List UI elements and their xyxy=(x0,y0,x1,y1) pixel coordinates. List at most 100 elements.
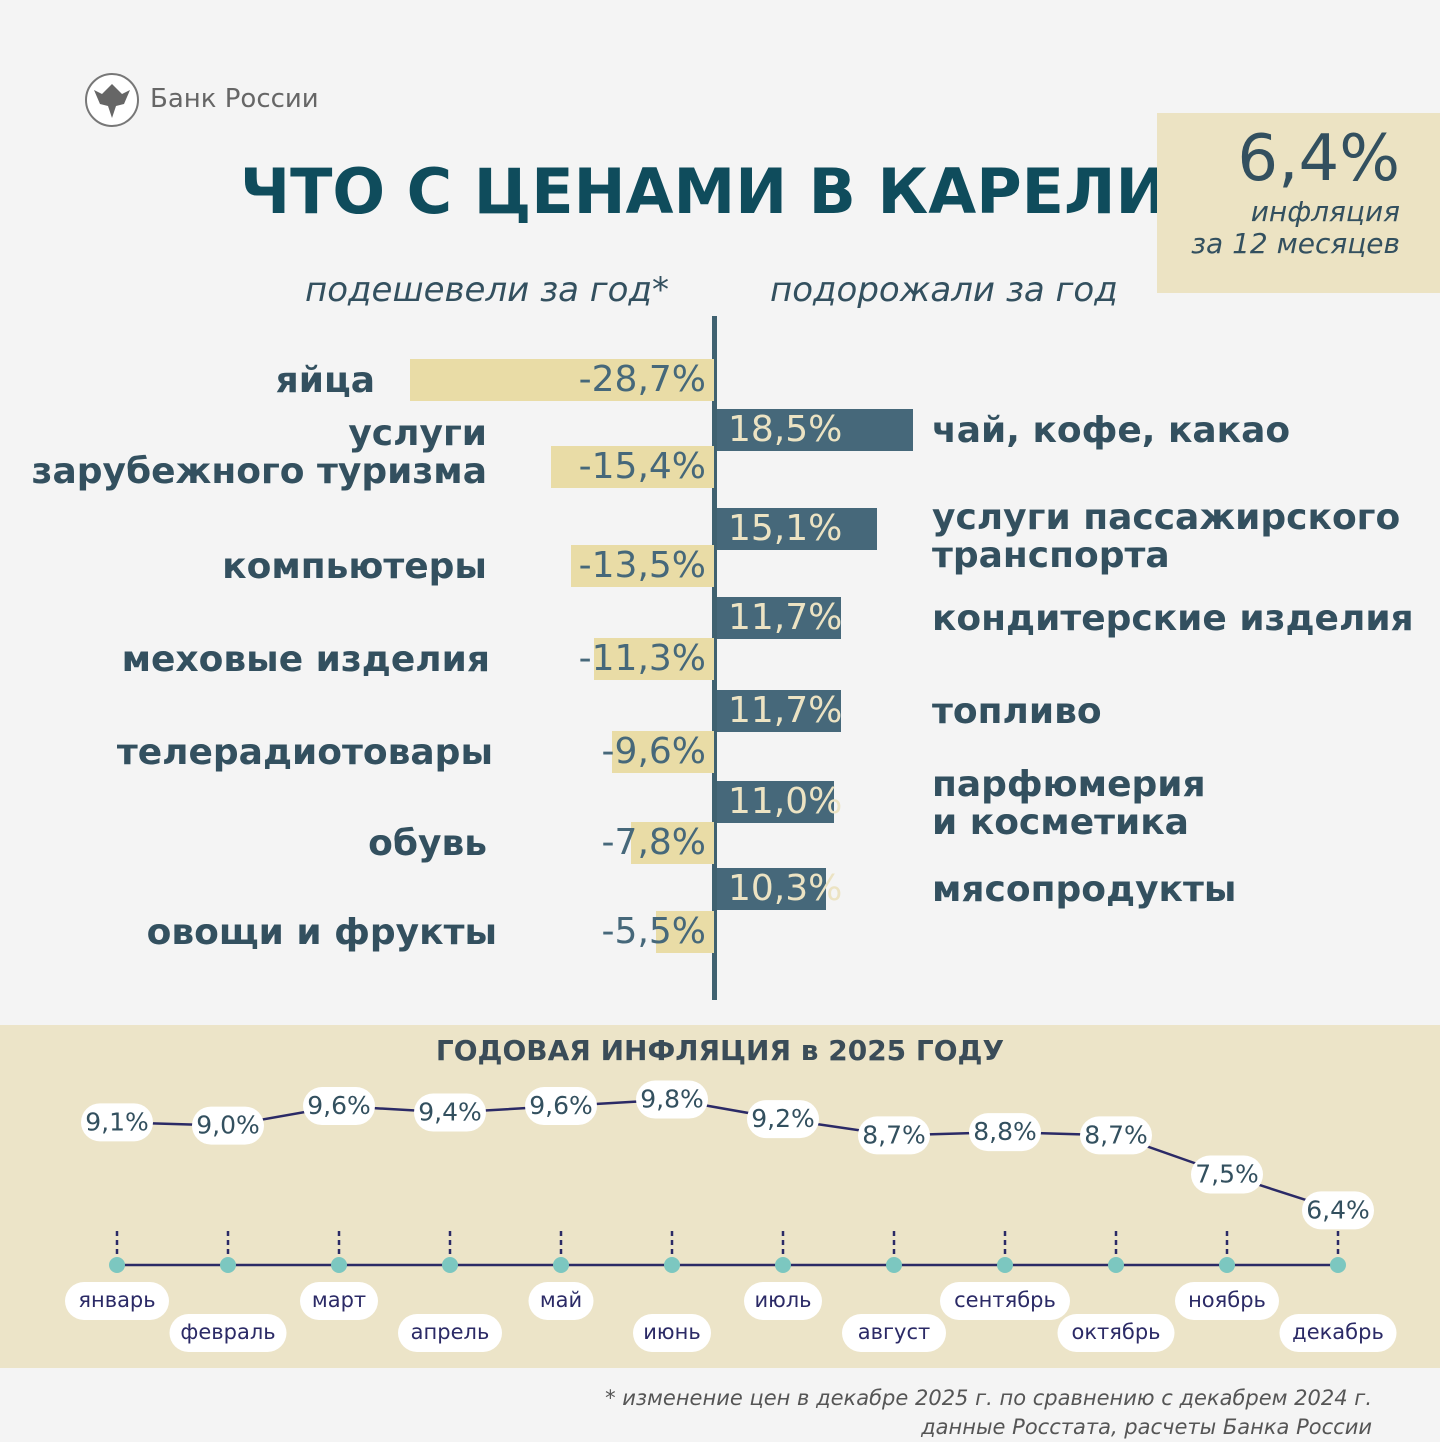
value-label: -9,6% xyxy=(601,731,706,772)
value-label: 11,0% xyxy=(728,781,843,822)
category-label: кондитерские изделия xyxy=(932,598,1414,639)
label-pill xyxy=(858,1116,930,1155)
category-label: компьютеры xyxy=(222,546,487,587)
month-label: март xyxy=(312,1288,366,1312)
category-label: парфюмерия и косметика xyxy=(932,764,1206,843)
label-pill xyxy=(192,1106,264,1145)
category-label: телерадиотовары xyxy=(116,732,493,773)
category-label: услуги пассажирского транспорта xyxy=(932,497,1401,576)
month-label: декабрь xyxy=(1292,1320,1384,1344)
value-label: 8,8% xyxy=(973,1117,1037,1146)
value-label: -7,8% xyxy=(601,822,706,863)
month-label: ноябрь xyxy=(1188,1288,1266,1312)
value-label: -15,4% xyxy=(578,446,706,487)
month-dot xyxy=(1330,1257,1346,1273)
month-dot xyxy=(109,1257,125,1273)
headline-value: 6,4% xyxy=(1237,122,1400,196)
month-dot xyxy=(664,1257,680,1273)
category-label: топливо xyxy=(932,691,1102,732)
label-pill xyxy=(1191,1155,1263,1194)
value-label: 8,7% xyxy=(862,1120,926,1149)
category-label: овощи и фрукты xyxy=(146,912,497,953)
value-label: -5,5% xyxy=(601,911,706,952)
bar xyxy=(717,597,842,639)
value-label: 11,7% xyxy=(728,597,843,638)
bar xyxy=(631,822,714,864)
brand: Банк России xyxy=(150,84,319,114)
month-pill xyxy=(398,1314,502,1352)
headline-box xyxy=(1157,113,1440,293)
month-label: октябрь xyxy=(1071,1320,1160,1344)
value-label: 15,1% xyxy=(728,508,843,549)
month-label: август xyxy=(858,1320,931,1344)
month-pill xyxy=(633,1314,711,1352)
month-pill xyxy=(1279,1314,1397,1352)
value-label: -28,7% xyxy=(578,359,706,400)
month-dot xyxy=(442,1257,458,1273)
value-label: 6,4% xyxy=(1306,1195,1370,1224)
footnote: * изменение цен в декабре 2025 г. по сра… xyxy=(605,1384,1372,1442)
bar xyxy=(612,731,714,773)
month-pill xyxy=(169,1314,287,1352)
value-label: 11,7% xyxy=(728,690,843,731)
month-dot xyxy=(331,1257,347,1273)
bar xyxy=(594,638,714,680)
category-label: обувь xyxy=(368,823,487,864)
logo xyxy=(85,73,139,127)
footnote-line: * изменение цен в декабре 2025 г. по сра… xyxy=(605,1386,1372,1410)
month-pill xyxy=(528,1282,594,1320)
month-pill xyxy=(300,1282,378,1320)
value-label: 9,6% xyxy=(307,1091,371,1120)
month-label: апрель xyxy=(411,1320,490,1344)
bar xyxy=(717,781,834,823)
chart-title: ГОДОВАЯ ИНФЛЯЦИЯ в 2025 ГОДУ xyxy=(435,1034,1005,1067)
value-label: 9,1% xyxy=(85,1107,149,1136)
value-label: 9,0% xyxy=(196,1111,260,1140)
bar xyxy=(570,545,714,587)
axis-line xyxy=(712,316,717,1000)
label-pill xyxy=(1080,1116,1152,1155)
month-dot xyxy=(553,1257,569,1273)
chart-title: подорожали за год xyxy=(770,270,1118,310)
month-label: июль xyxy=(754,1288,811,1312)
bar xyxy=(717,690,842,732)
chart-title: подешевели за год* xyxy=(305,270,669,310)
value-label: 10,3% xyxy=(728,868,843,909)
month-pill xyxy=(1175,1282,1279,1320)
month-label: сентябрь xyxy=(954,1288,1056,1312)
bar xyxy=(655,911,714,953)
category-label: услуги зарубежного туризма xyxy=(31,413,487,492)
headline-label: инфляция за 12 месяцев xyxy=(1191,195,1400,260)
month-pill xyxy=(744,1282,822,1320)
bar xyxy=(717,409,914,451)
category-label: чай, кофе, какао xyxy=(932,410,1291,451)
month-dot xyxy=(1219,1257,1235,1273)
value-label: 18,5% xyxy=(728,409,843,450)
label-pill xyxy=(747,1100,819,1139)
month-dot xyxy=(775,1257,791,1273)
month-dot xyxy=(1108,1257,1124,1273)
value-label: 9,8% xyxy=(640,1085,704,1114)
label-pill xyxy=(81,1103,153,1142)
label-pill xyxy=(1302,1191,1374,1230)
month-dot xyxy=(997,1257,1013,1273)
month-label: май xyxy=(540,1288,582,1312)
value-label: -11,3% xyxy=(578,638,706,679)
category-label: яйца xyxy=(275,360,375,401)
title: ЧТО С ЦЕНАМИ В КАРЕЛИИ? xyxy=(240,155,1256,228)
month-pill xyxy=(1057,1314,1175,1352)
value-label: 8,7% xyxy=(1084,1120,1148,1149)
value-label: 9,6% xyxy=(529,1091,593,1120)
month-dot xyxy=(886,1257,902,1273)
month-pill xyxy=(842,1314,946,1352)
month-label: июнь xyxy=(643,1320,700,1344)
value-label: -13,5% xyxy=(578,545,706,586)
bar xyxy=(717,508,878,550)
month-label: январь xyxy=(78,1288,155,1312)
month-dot xyxy=(220,1257,236,1273)
line xyxy=(116,1098,1339,1212)
label-pill xyxy=(969,1113,1041,1152)
month-label: февраль xyxy=(180,1320,275,1344)
